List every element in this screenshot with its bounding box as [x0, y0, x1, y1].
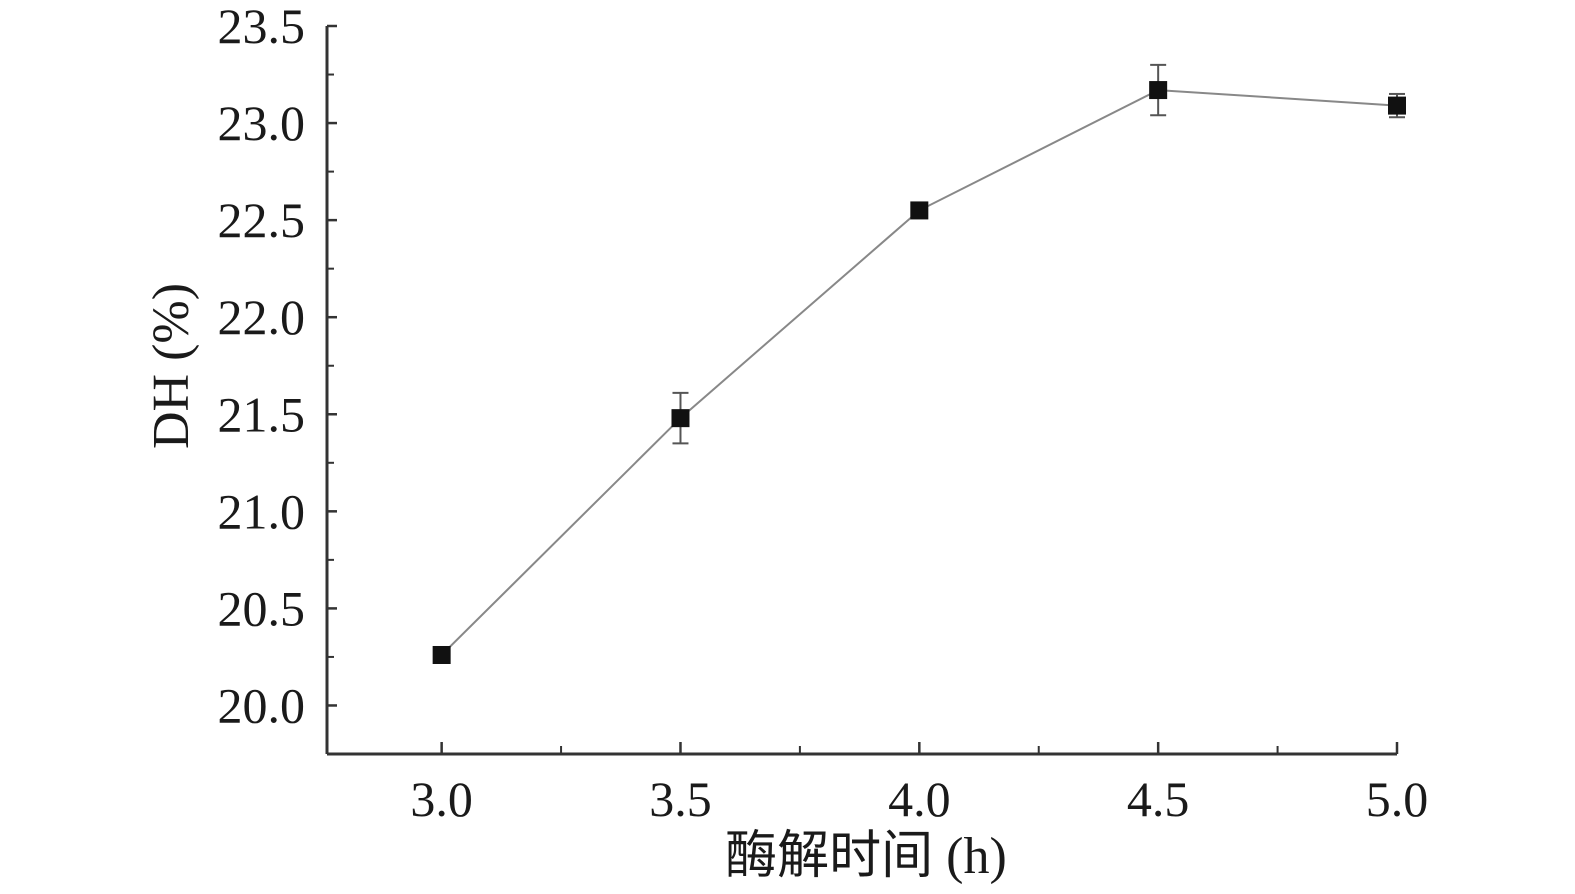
y-tick-label: 21.0 — [218, 483, 306, 539]
x-axis-title: 酶解时间 (h) — [725, 828, 1007, 885]
x-tick-label: 3.0 — [410, 771, 473, 827]
y-tick-label: 20.5 — [218, 580, 306, 636]
data-point-marker — [1388, 96, 1406, 115]
x-tick-label: 4.0 — [888, 771, 951, 827]
data-point-marker — [1149, 81, 1168, 100]
x-tick-label: 3.5 — [649, 771, 712, 827]
y-tick-label: 22.0 — [218, 289, 306, 345]
y-tick-label: 22.5 — [218, 192, 306, 248]
y-tick-label: 23.5 — [218, 0, 306, 54]
series-group — [432, 63, 1406, 664]
x-tick-label: 5.0 — [1366, 771, 1429, 827]
y-tick-label: 23.0 — [218, 95, 306, 151]
y-tick-label: 21.5 — [218, 386, 306, 442]
axes — [325, 26, 1397, 756]
y-tick-label: 20.0 — [218, 677, 306, 733]
data-point-marker — [432, 645, 451, 664]
data-point-marker — [910, 201, 929, 220]
x-axis-ticks: 3.0 3.5 4.0 4.5 5.0 — [410, 742, 1428, 827]
data-point-marker — [671, 409, 690, 428]
y-axis-title: DH (%) — [143, 283, 200, 449]
series-line — [440, 89, 1398, 656]
y-axis-ticks: 20.0 20.5 21.0 21.5 22.0 22.5 23.0 23.5 — [218, 0, 337, 755]
x-tick-label: 4.5 — [1127, 771, 1190, 827]
